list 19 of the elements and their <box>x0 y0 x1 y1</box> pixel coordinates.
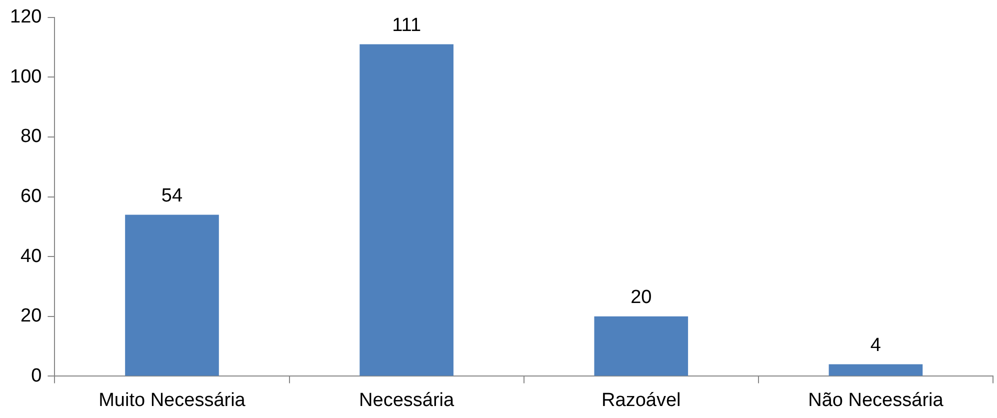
y-tick-label: 60 <box>20 186 42 208</box>
bar <box>360 44 454 376</box>
data-label: 54 <box>161 185 183 206</box>
y-tick-label: 80 <box>20 126 42 148</box>
data-label: 20 <box>630 287 652 308</box>
x-tick-label: Razoável <box>602 390 681 411</box>
bar <box>828 364 923 376</box>
bar <box>594 316 688 376</box>
x-tick-label: Necessária <box>359 390 455 411</box>
bar <box>125 214 219 376</box>
data-label: 4 <box>870 334 882 356</box>
x-tick-label: Não Necessária <box>808 390 944 411</box>
y-tick-label: 0 <box>31 365 42 386</box>
y-tick-label: 120 <box>10 6 42 28</box>
x-tick-label: Muito Necessária <box>98 390 246 411</box>
data-label: 111 <box>392 15 422 36</box>
y-tick-label: 40 <box>20 246 42 267</box>
y-tick-label: 20 <box>20 306 42 327</box>
y-tick-label: 100 <box>10 66 42 88</box>
